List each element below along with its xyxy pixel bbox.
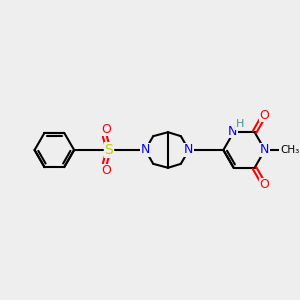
Text: S: S: [104, 143, 113, 157]
Text: O: O: [101, 164, 111, 177]
Text: N: N: [184, 143, 194, 157]
Text: O: O: [260, 178, 269, 191]
Text: H: H: [236, 119, 244, 129]
Text: N: N: [141, 143, 150, 157]
Text: CH₃: CH₃: [280, 145, 299, 155]
Text: O: O: [101, 123, 111, 136]
Text: N: N: [260, 143, 270, 157]
Text: O: O: [260, 109, 269, 122]
Text: N: N: [228, 124, 238, 137]
